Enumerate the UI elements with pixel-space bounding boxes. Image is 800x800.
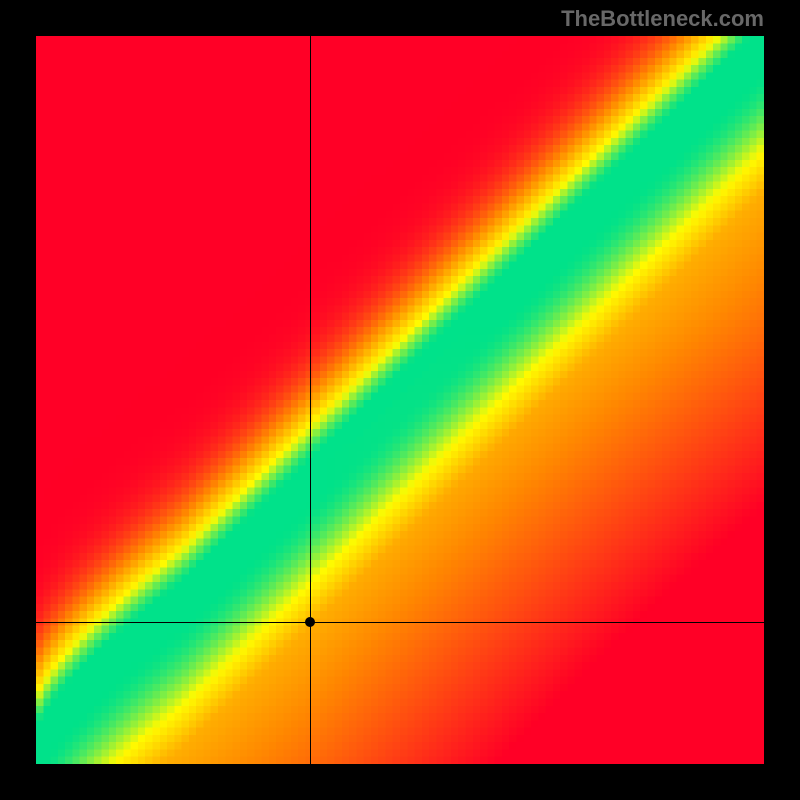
heatmap-canvas bbox=[36, 36, 764, 764]
chart-wrapper: TheBottleneck.com bbox=[0, 0, 800, 800]
crosshair-dot bbox=[305, 617, 315, 627]
crosshair-vertical bbox=[310, 36, 311, 764]
watermark-text: TheBottleneck.com bbox=[561, 6, 764, 32]
crosshair-horizontal bbox=[36, 622, 764, 623]
heatmap-plot bbox=[36, 36, 764, 764]
